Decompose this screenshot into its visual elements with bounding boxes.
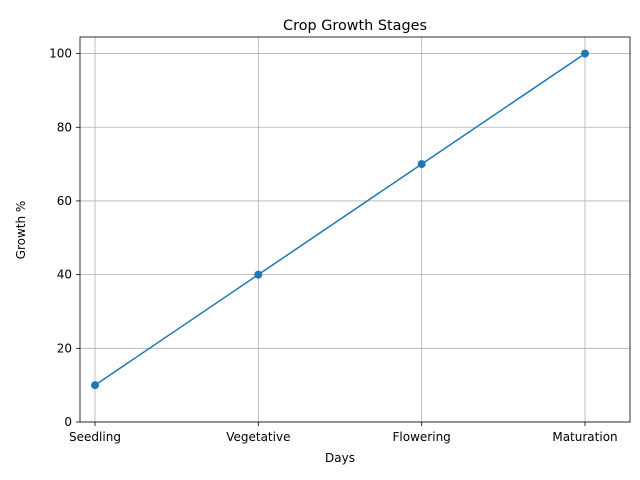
x-tick-label: Maturation — [552, 430, 617, 444]
x-tick-label: Seedling — [69, 430, 121, 444]
series-line — [94, 52, 586, 386]
series-lines — [91, 49, 589, 390]
data-point — [581, 49, 589, 58]
y-tick-label: 100 — [49, 47, 72, 61]
data-point — [254, 270, 263, 279]
data-point — [417, 160, 426, 169]
y-tick-label: 0 — [64, 415, 72, 429]
axis-ticks: Seedling Vegetative Flowering Maturation 0 20… — [49, 47, 618, 444]
y-axis-label: Growth % — [14, 201, 28, 260]
x-tick-label: Vegetative — [226, 430, 290, 444]
x-axis-label: Days — [325, 451, 355, 465]
y-tick-label: 20 — [57, 341, 72, 355]
plot-area — [80, 37, 630, 422]
axes-frame — [79, 36, 631, 423]
grid-lines — [80, 37, 630, 423]
y-tick-label: 60 — [57, 194, 72, 208]
chart-title: Crop Growth Stages — [283, 18, 427, 34]
y-tick-label: 40 — [57, 268, 72, 282]
x-tick-label: Flowering — [393, 430, 451, 444]
y-tick-label: 80 — [57, 120, 72, 134]
data-point — [91, 381, 99, 390]
